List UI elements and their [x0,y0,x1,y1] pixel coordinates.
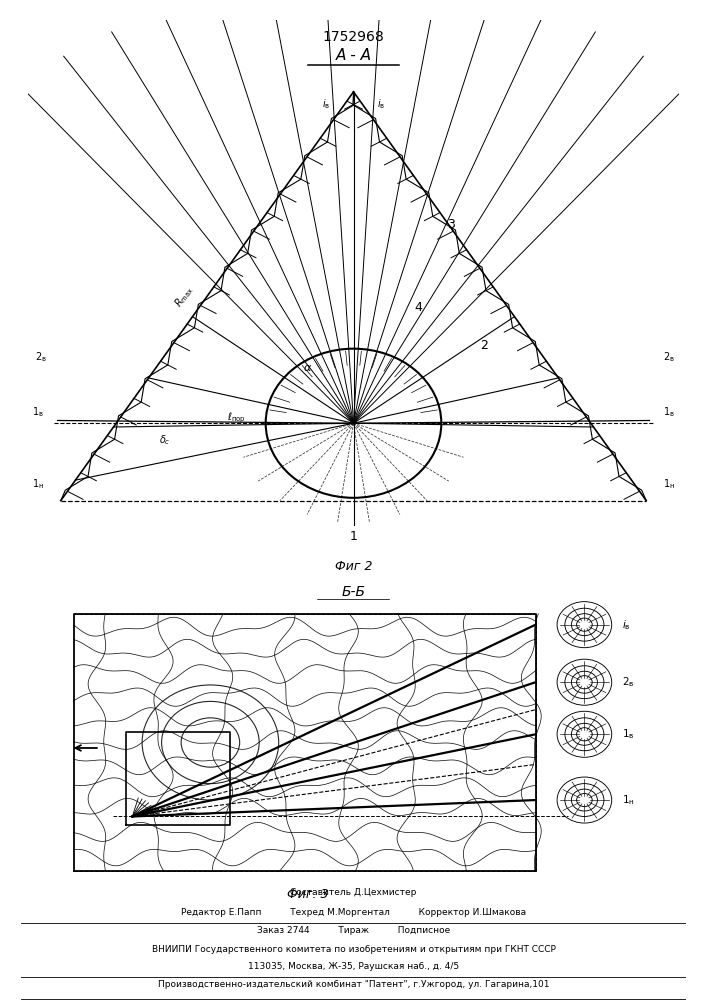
Text: Производственно-издательский комбинат "Патент", г.Ужгород, ул. Гагарина,101: Производственно-издательский комбинат "П… [158,980,549,989]
Text: $i_{\rm в}$: $i_{\rm в}$ [377,97,385,111]
Text: $i_{\rm в}$: $i_{\rm в}$ [322,97,330,111]
Text: $1_{\rm в}$: $1_{\rm в}$ [32,405,44,419]
Text: $\delta_c$: $\delta_c$ [159,433,170,447]
Text: $R_{\rm max}$: $R_{\rm max}$ [172,283,197,310]
Text: $1_{\rm в}$: $1_{\rm в}$ [663,405,675,419]
Text: Фиг. 3: Фиг. 3 [287,888,329,901]
Text: 3: 3 [447,218,455,231]
Text: А - А: А - А [336,48,371,63]
Text: $1_{\rm н}$: $1_{\rm н}$ [622,793,635,807]
Text: ВНИИПИ Государственного комитета по изобретениям и открытиям при ГКНТ СССР: ВНИИПИ Государственного комитета по изоб… [151,945,556,954]
Text: Заказ 2744          Тираж          Подписное: Заказ 2744 Тираж Подписное [257,926,450,935]
Text: Б-Б: Б-Б [341,585,366,599]
Text: $1_{\rm н}$: $1_{\rm н}$ [663,477,675,491]
Text: Редактор Е.Папп          Техред М.Моргентал          Корректор И.Шмакова: Редактор Е.Папп Техред М.Моргентал Корре… [181,908,526,917]
Text: 113035, Москва, Ж-35, Раушская наб., д. 4/5: 113035, Москва, Ж-35, Раушская наб., д. … [248,962,459,971]
Text: 4: 4 [414,301,423,314]
Text: $2_{\rm в}$: $2_{\rm в}$ [622,675,635,689]
Text: $i_{\rm в}$: $i_{\rm в}$ [622,618,631,632]
Text: $1_{\rm в}$: $1_{\rm в}$ [622,727,635,741]
Text: Составитель Д.Цехмистер: Составитель Д.Цехмистер [291,888,416,897]
Text: 1: 1 [349,530,358,543]
Text: $1_{\rm н}$: $1_{\rm н}$ [32,477,44,491]
Text: $2_{\rm в}$: $2_{\rm в}$ [663,350,675,364]
Text: $\ell_{\rm пор}$: $\ell_{\rm пор}$ [227,411,246,425]
Text: 1752968: 1752968 [322,30,385,44]
Text: $2_{\rm в}$: $2_{\rm в}$ [35,350,47,364]
Text: Фиг 2: Фиг 2 [334,560,373,573]
Text: $\alpha$: $\alpha$ [303,363,312,373]
Text: 2: 2 [479,339,488,352]
